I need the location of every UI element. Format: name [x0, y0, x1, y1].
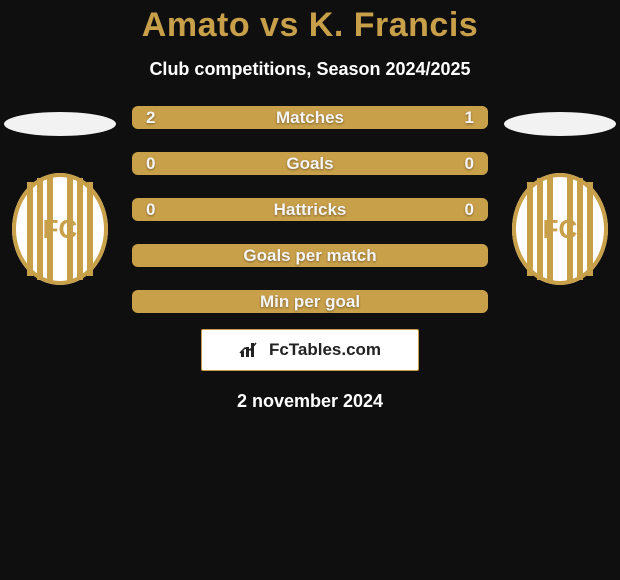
stat-rows: 2 Matches 1 0 Goals 0 0 Hattricks 0 Goal… — [120, 106, 500, 313]
left-column: FC — [0, 106, 120, 286]
stat-left-value: 2 — [146, 108, 155, 128]
stat-row-hattricks: 0 Hattricks 0 — [132, 198, 488, 221]
brand-box: FcTables.com — [201, 329, 419, 371]
stat-row-min-per-goal: Min per goal — [132, 290, 488, 313]
right-club-badge-icon: FC — [510, 172, 610, 286]
left-club-badge-icon: FC — [10, 172, 110, 286]
stat-label: Min per goal — [260, 292, 360, 312]
right-column: FC — [500, 106, 620, 286]
date-text: 2 november 2024 — [0, 391, 620, 412]
left-flag-icon — [4, 112, 116, 136]
bar-chart-icon — [239, 341, 261, 359]
subtitle: Club competitions, Season 2024/2025 — [0, 59, 620, 80]
stat-label: Matches — [276, 108, 344, 128]
stat-left-value: 0 — [146, 200, 155, 220]
stat-row-goals: 0 Goals 0 — [132, 152, 488, 175]
stat-row-goals-per-match: Goals per match — [132, 244, 488, 267]
comparison-layout: FC 2 Matches 1 0 Goals 0 0 Hattricks 0 — [0, 106, 620, 313]
stat-right-value: 0 — [465, 200, 474, 220]
svg-text:FC: FC — [43, 214, 78, 244]
page-title: Amato vs K. Francis — [0, 6, 620, 45]
stat-right-value: 1 — [465, 108, 474, 128]
stat-bar-left — [132, 152, 310, 175]
svg-text:FC: FC — [543, 214, 578, 244]
stat-bar-right — [310, 152, 488, 175]
header: Amato vs K. Francis Club competitions, S… — [0, 0, 620, 80]
stat-label: Goals — [286, 154, 333, 174]
stat-left-value: 0 — [146, 154, 155, 174]
stat-right-value: 0 — [465, 154, 474, 174]
stat-label: Goals per match — [243, 246, 376, 266]
right-flag-icon — [504, 112, 616, 136]
brand-text: FcTables.com — [269, 340, 381, 360]
stat-row-matches: 2 Matches 1 — [132, 106, 488, 129]
stat-label: Hattricks — [274, 200, 347, 220]
